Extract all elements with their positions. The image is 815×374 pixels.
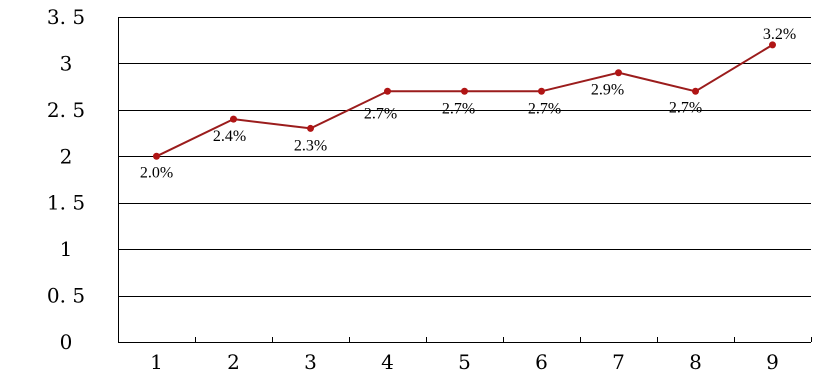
data-point-5 <box>461 87 468 95</box>
data-series <box>153 41 776 160</box>
y-axis-tick-labels: 0 0. 5 1 1. 5 2 2. 5 3 3. 5 <box>47 5 85 354</box>
x-tick-label-0: 1 <box>150 350 163 374</box>
y-tick-label-5: 2. 5 <box>47 98 85 122</box>
y-tick-label-3: 1. 5 <box>47 191 85 215</box>
y-tick-label-2: 1 <box>60 237 73 261</box>
data-labels: 2.0% 2.4% 2.3% 2.7% 2.7% 2.7% 2.9% 2.7% 3.2% <box>140 26 796 181</box>
y-tick-label-0: 0 <box>60 330 73 354</box>
x-tick-label-6: 7 <box>612 350 625 374</box>
x-tick-label-4: 5 <box>458 350 471 374</box>
x-tick-label-1: 2 <box>227 350 240 374</box>
x-tick-label-7: 8 <box>689 350 702 374</box>
x-tick-label-5: 6 <box>535 350 548 374</box>
data-point-6 <box>538 87 545 95</box>
data-label-1: 2.0% <box>140 164 173 181</box>
data-label-4: 2.7% <box>364 105 397 122</box>
x-tick-label-8: 9 <box>766 350 779 374</box>
x-tick-label-3: 4 <box>381 350 394 374</box>
axes <box>118 17 812 343</box>
data-point-8 <box>692 87 699 95</box>
gridlines <box>118 17 811 297</box>
y-tick-label-7: 3. 5 <box>47 5 85 29</box>
data-label-5: 2.7% <box>442 100 475 117</box>
data-point-9 <box>769 41 776 49</box>
data-point-7 <box>615 69 622 77</box>
y-tick-label-6: 3 <box>60 51 73 75</box>
data-label-7: 2.9% <box>591 82 624 99</box>
data-label-6: 2.7% <box>528 100 561 117</box>
y-tick-label-4: 2 <box>60 144 73 168</box>
y-tick-label-1: 0. 5 <box>47 284 85 308</box>
data-label-8: 2.7% <box>669 99 702 116</box>
data-point-3 <box>307 124 314 132</box>
x-tick-label-2: 3 <box>304 350 317 374</box>
data-label-9: 3.2% <box>763 26 796 43</box>
data-label-2: 2.4% <box>213 128 246 145</box>
data-point-2 <box>230 115 237 123</box>
data-label-3: 2.3% <box>294 137 327 154</box>
x-axis-tick-labels: 1 2 3 4 5 6 7 8 9 <box>150 350 779 374</box>
data-point-1 <box>153 152 160 160</box>
data-point-4 <box>384 87 391 95</box>
